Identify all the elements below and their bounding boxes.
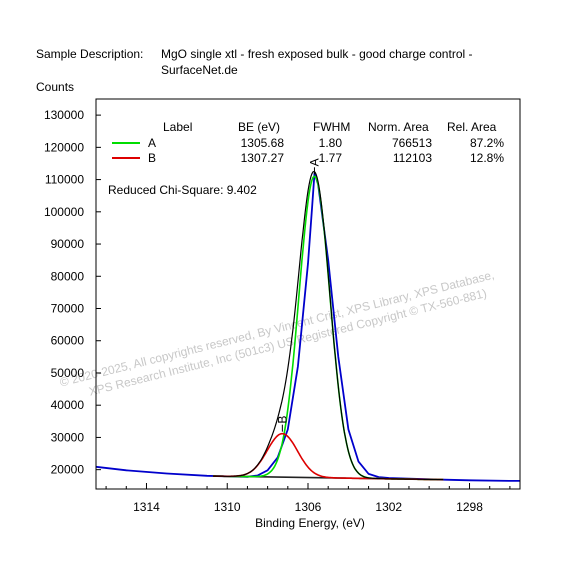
legend-cell: 12.8% (470, 151, 504, 165)
y-tick-label: 30000 (51, 430, 85, 444)
legend-cell: 1.77 (319, 151, 343, 165)
legend-cell: 1.80 (319, 136, 343, 150)
y-tick-label: 50000 (51, 366, 85, 380)
watermark-line-2: XPS Research Institute, Inc (501c3) US R… (87, 286, 488, 399)
legend-cell: 1307.27 (241, 151, 285, 165)
legend-header: FWHM (313, 120, 350, 134)
watermark-line-1: © 2020-2025, All copyrights reserved, By… (58, 268, 495, 390)
copyright-watermark: © 2020-2025, All copyrights reserved, By… (58, 268, 495, 399)
y-tick-label: 130000 (44, 108, 84, 122)
legend-header: Rel. Area (447, 120, 497, 134)
y-tick-label: 70000 (51, 302, 85, 316)
y-tick-label: 110000 (45, 173, 84, 187)
sample-description-line-2: SurfaceNet.de (161, 63, 238, 77)
peak-label-B: B (275, 416, 289, 424)
sample-description-label: Sample Description: (36, 47, 144, 61)
legend-cell: A (148, 136, 156, 150)
y-tick-label: 100000 (44, 205, 84, 219)
legend-cell: 1305.68 (241, 136, 285, 150)
x-tick-label: 1306 (295, 500, 322, 514)
chi-square-text: Reduced Chi-Square: 9.402 (108, 183, 257, 197)
legend-cell: B (148, 151, 156, 165)
legend-cell: 87.2% (470, 136, 504, 150)
x-tick-label: 1310 (214, 500, 241, 514)
legend-header: BE (eV) (238, 120, 280, 134)
y-tick-label: 40000 (51, 398, 85, 412)
x-tick-label: 1298 (456, 500, 483, 514)
sample-description-line-1: MgO single xtl - fresh exposed bulk - go… (161, 47, 473, 61)
legend-header: Norm. Area (368, 120, 429, 134)
fit-envelope (213, 170, 444, 481)
x-tick-label: 1314 (133, 500, 160, 514)
y-tick-label: 20000 (51, 463, 85, 477)
y-tick-label: 60000 (51, 334, 85, 348)
legend-cell: 112103 (393, 151, 432, 165)
peak-label-A: A (307, 158, 321, 166)
x-tick-label: 1302 (375, 500, 402, 514)
y-tick-label: 90000 (51, 237, 85, 251)
legend-cell: 766513 (392, 136, 432, 150)
y-tick-label: 80000 (51, 269, 85, 283)
x-axis-label: Binding Energy, (eV) (255, 516, 365, 530)
y-tick-label: 120000 (44, 140, 84, 154)
y-axis-label: Counts (36, 80, 75, 94)
legend-header: Label (163, 120, 192, 134)
